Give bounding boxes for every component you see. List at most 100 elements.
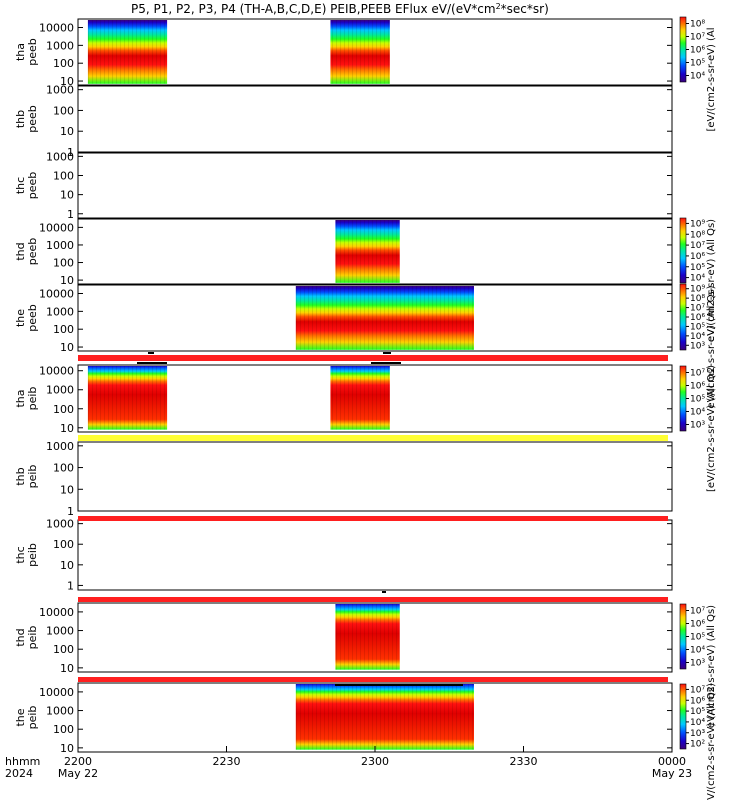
colorbar-tick-label: 10⁷	[690, 685, 705, 695]
colorbar-tick-label: 10⁵	[690, 263, 705, 273]
panel-thc-peib: 1 10 100 1000 thcpeib	[14, 518, 673, 592]
spectrogram-texture	[330, 366, 390, 430]
y-tick-label: 10	[60, 125, 74, 138]
y-axis-label: thapeib	[14, 387, 39, 411]
colorbar-tick-label: 10⁷	[690, 369, 705, 379]
colorbar-tick-label: 10⁴	[690, 72, 705, 82]
spectrogram-texture	[87, 20, 168, 84]
y-tick-label: 100	[53, 104, 74, 117]
y-tick-label: 1000	[46, 384, 74, 397]
colorbar-tick-label: 10⁴	[690, 718, 705, 728]
y-tick-label: 10	[60, 341, 74, 354]
y-tick-label: 10	[60, 483, 74, 496]
data-gap-marker	[382, 591, 386, 593]
y-tick-label: 100	[53, 169, 74, 182]
colorbar-tick-label: 10⁴	[690, 646, 705, 656]
y-tick-label: 10	[60, 662, 74, 675]
colorbar-tick-label: 10⁷	[690, 241, 705, 251]
panel-frame	[77, 218, 673, 285]
y-axis-label: thapeeb	[14, 38, 39, 66]
panel-frame	[77, 364, 673, 433]
x-tick-label: 2230	[213, 755, 241, 768]
spectrogram-texture	[87, 366, 168, 430]
panel-frame	[77, 152, 673, 219]
x-tick-label: 0000	[658, 755, 686, 768]
y-tick-label: 1	[67, 146, 74, 159]
y-tick-label: 100	[53, 462, 74, 475]
y-tick-label: 10	[60, 75, 74, 88]
y-axis-label: thepeib	[14, 706, 39, 730]
colorbar-label: eV/(cm2-s-sr-eV) (All Qs)	[706, 605, 717, 728]
y-tick-label: 1000	[46, 239, 74, 252]
data-gap-marker	[137, 362, 167, 364]
panel-frame	[77, 441, 673, 512]
panel-the-peeb: 10100100010000thepeeb10³10⁴10⁵10⁶10⁷10⁸1…	[14, 283, 717, 409]
y-axis-label: thepeeb	[14, 304, 39, 332]
data-gap-marker	[371, 362, 401, 364]
x-tick-date: May 23	[652, 767, 692, 780]
pe-sep-bar-4	[78, 597, 668, 602]
colorbar-tick-label: 10⁵	[690, 633, 705, 643]
panel-thc-peeb: 1 10 100 1000 thcpeeb	[14, 150, 673, 221]
y-tick-label: 10000	[39, 365, 74, 378]
colorbar-tick-label: 10⁴	[690, 408, 705, 418]
data-gap-marker	[148, 352, 154, 354]
colorbar	[679, 16, 687, 83]
y-tick-label: 1000	[46, 150, 74, 163]
colorbar-tick-label: 10⁹	[690, 219, 705, 229]
y-tick-label: 10	[60, 189, 74, 202]
y-tick-label: 1	[67, 505, 74, 518]
colorbar-tick-label: 10⁷	[690, 33, 705, 43]
colorbar	[679, 283, 687, 351]
y-tick-label: 1000	[46, 625, 74, 638]
colorbar-tick-label: 10²	[690, 740, 705, 750]
colorbar-tick-label: 10³	[690, 421, 705, 431]
colorbar-tick-label: 10⁶	[690, 313, 705, 323]
colorbar-tick-label: 10⁶	[690, 46, 705, 56]
x-tick-label: 2330	[510, 755, 538, 768]
y-tick-label: 1	[67, 208, 74, 221]
y-tick-label: 100	[53, 643, 74, 656]
pe-sep-bar-3	[78, 516, 668, 521]
pe-sep-bar-2	[78, 435, 668, 441]
colorbar-tick-label: 10⁷	[690, 607, 705, 617]
spectrogram-texture	[295, 286, 474, 350]
colorbar-tick-label: 10⁵	[690, 322, 705, 332]
figure-title: P5, P1, P2, P3, P4 (TH-A,B,C,D,E) PEIB,P…	[131, 2, 549, 16]
y-tick-label: 1000	[46, 518, 74, 531]
y-tick-label: 100	[53, 323, 74, 336]
colorbar-label: [eV/(cm2-s-sr-eV) (All Qs)	[706, 683, 717, 800]
x-tick-label: 2300	[361, 755, 389, 768]
y-tick-label: 10	[60, 274, 74, 287]
colorbar-tick-label: 10⁷	[690, 304, 705, 314]
y-tick-label: 10000	[39, 686, 74, 699]
y-tick-label: 10000	[39, 22, 74, 35]
colorbar-label: [eV/(cm2-s-sr-eV) (All Qs)	[706, 365, 717, 492]
panel-thb-peib: 1 10 100 1000 thbpeib	[14, 440, 673, 518]
y-tick-label: 1000	[46, 305, 74, 318]
y-tick-label: 1000	[46, 84, 74, 97]
year-label: 2024	[5, 767, 33, 780]
panels-layer: 10100100010000thapeeb10⁴10⁵10⁶10⁷10⁸[eV/…	[14, 16, 717, 800]
y-tick-label: 1	[67, 579, 74, 592]
y-tick-label: 100	[53, 723, 74, 736]
panel-frame	[77, 602, 673, 673]
data-gap-marker	[383, 352, 391, 354]
colorbar-tick-label: 10⁹	[690, 285, 705, 295]
y-axis-label: thcpeeb	[14, 172, 39, 200]
panel-frame	[77, 18, 673, 86]
x-tick-label: 2200	[64, 755, 92, 768]
colorbar-tick-label: 10⁶	[690, 252, 705, 262]
colorbar-tick-label: 10⁶	[690, 696, 705, 706]
y-tick-label: 10	[60, 422, 74, 435]
title-superscript: 2	[496, 2, 501, 11]
y-tick-label: 10000	[39, 288, 74, 301]
y-tick-label: 1000	[46, 705, 74, 718]
y-axis-label: thbpeib	[14, 465, 39, 489]
y-axis-label: thbpeeb	[14, 105, 39, 133]
